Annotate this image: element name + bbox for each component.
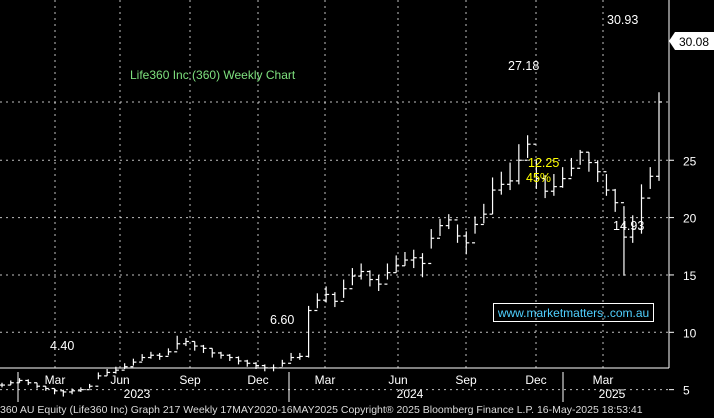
x-tick-label: Dec: [525, 373, 546, 387]
x-axis-ticks: Mar Jun Sep Dec Mar Jun Sep Dec Mar 2023 2024 2025: [17, 372, 626, 402]
last-price-label-bg: [669, 32, 714, 50]
x-tick-label: Sep: [179, 373, 201, 387]
x-year-label: 2024: [397, 387, 424, 401]
bloomberg-footer: 360 AU Equity (Life360 Inc) Graph 217 We…: [0, 402, 714, 418]
annotation-label: 45%: [526, 171, 551, 185]
y-tick-label: 25: [683, 154, 697, 168]
x-tick-label: Sep: [455, 373, 477, 387]
chart-grid: [0, 0, 669, 391]
x-tick-label: Mar: [45, 373, 66, 387]
annotation-label: 30.93: [607, 13, 638, 27]
watermark-link[interactable]: www.marketmatters,.com.au: [493, 303, 654, 322]
y-tick-label: 20: [683, 212, 697, 226]
last-price-marker: 30.08: [669, 32, 714, 50]
x-tick-label: Mar: [315, 373, 336, 387]
x-tick-label: Jun: [110, 373, 129, 387]
y-tick-label: 10: [683, 326, 697, 340]
x-year-label: 2025: [599, 387, 626, 401]
y-axis-ticks: 5 10 15 20 25: [669, 154, 697, 398]
annotation-label: 14.93: [613, 219, 644, 233]
x-tick-label: Mar: [593, 373, 614, 387]
candles: [0, 92, 662, 397]
annotation-label: 27.18: [508, 59, 539, 73]
y-tick-label: 15: [683, 269, 697, 283]
annotation-label: 4.40: [50, 339, 74, 353]
x-tick-label: Jun: [388, 373, 407, 387]
x-year-label: 2023: [124, 387, 151, 401]
x-tick-label: Dec: [247, 373, 268, 387]
chart-title: Life360 Inc (360) Weekly Chart: [130, 68, 296, 82]
annotation-label: 6.60: [270, 313, 294, 327]
annotation-label: 12.25: [528, 156, 559, 170]
last-price-label: 30.08: [679, 35, 709, 49]
y-tick-label: 5: [683, 384, 690, 398]
